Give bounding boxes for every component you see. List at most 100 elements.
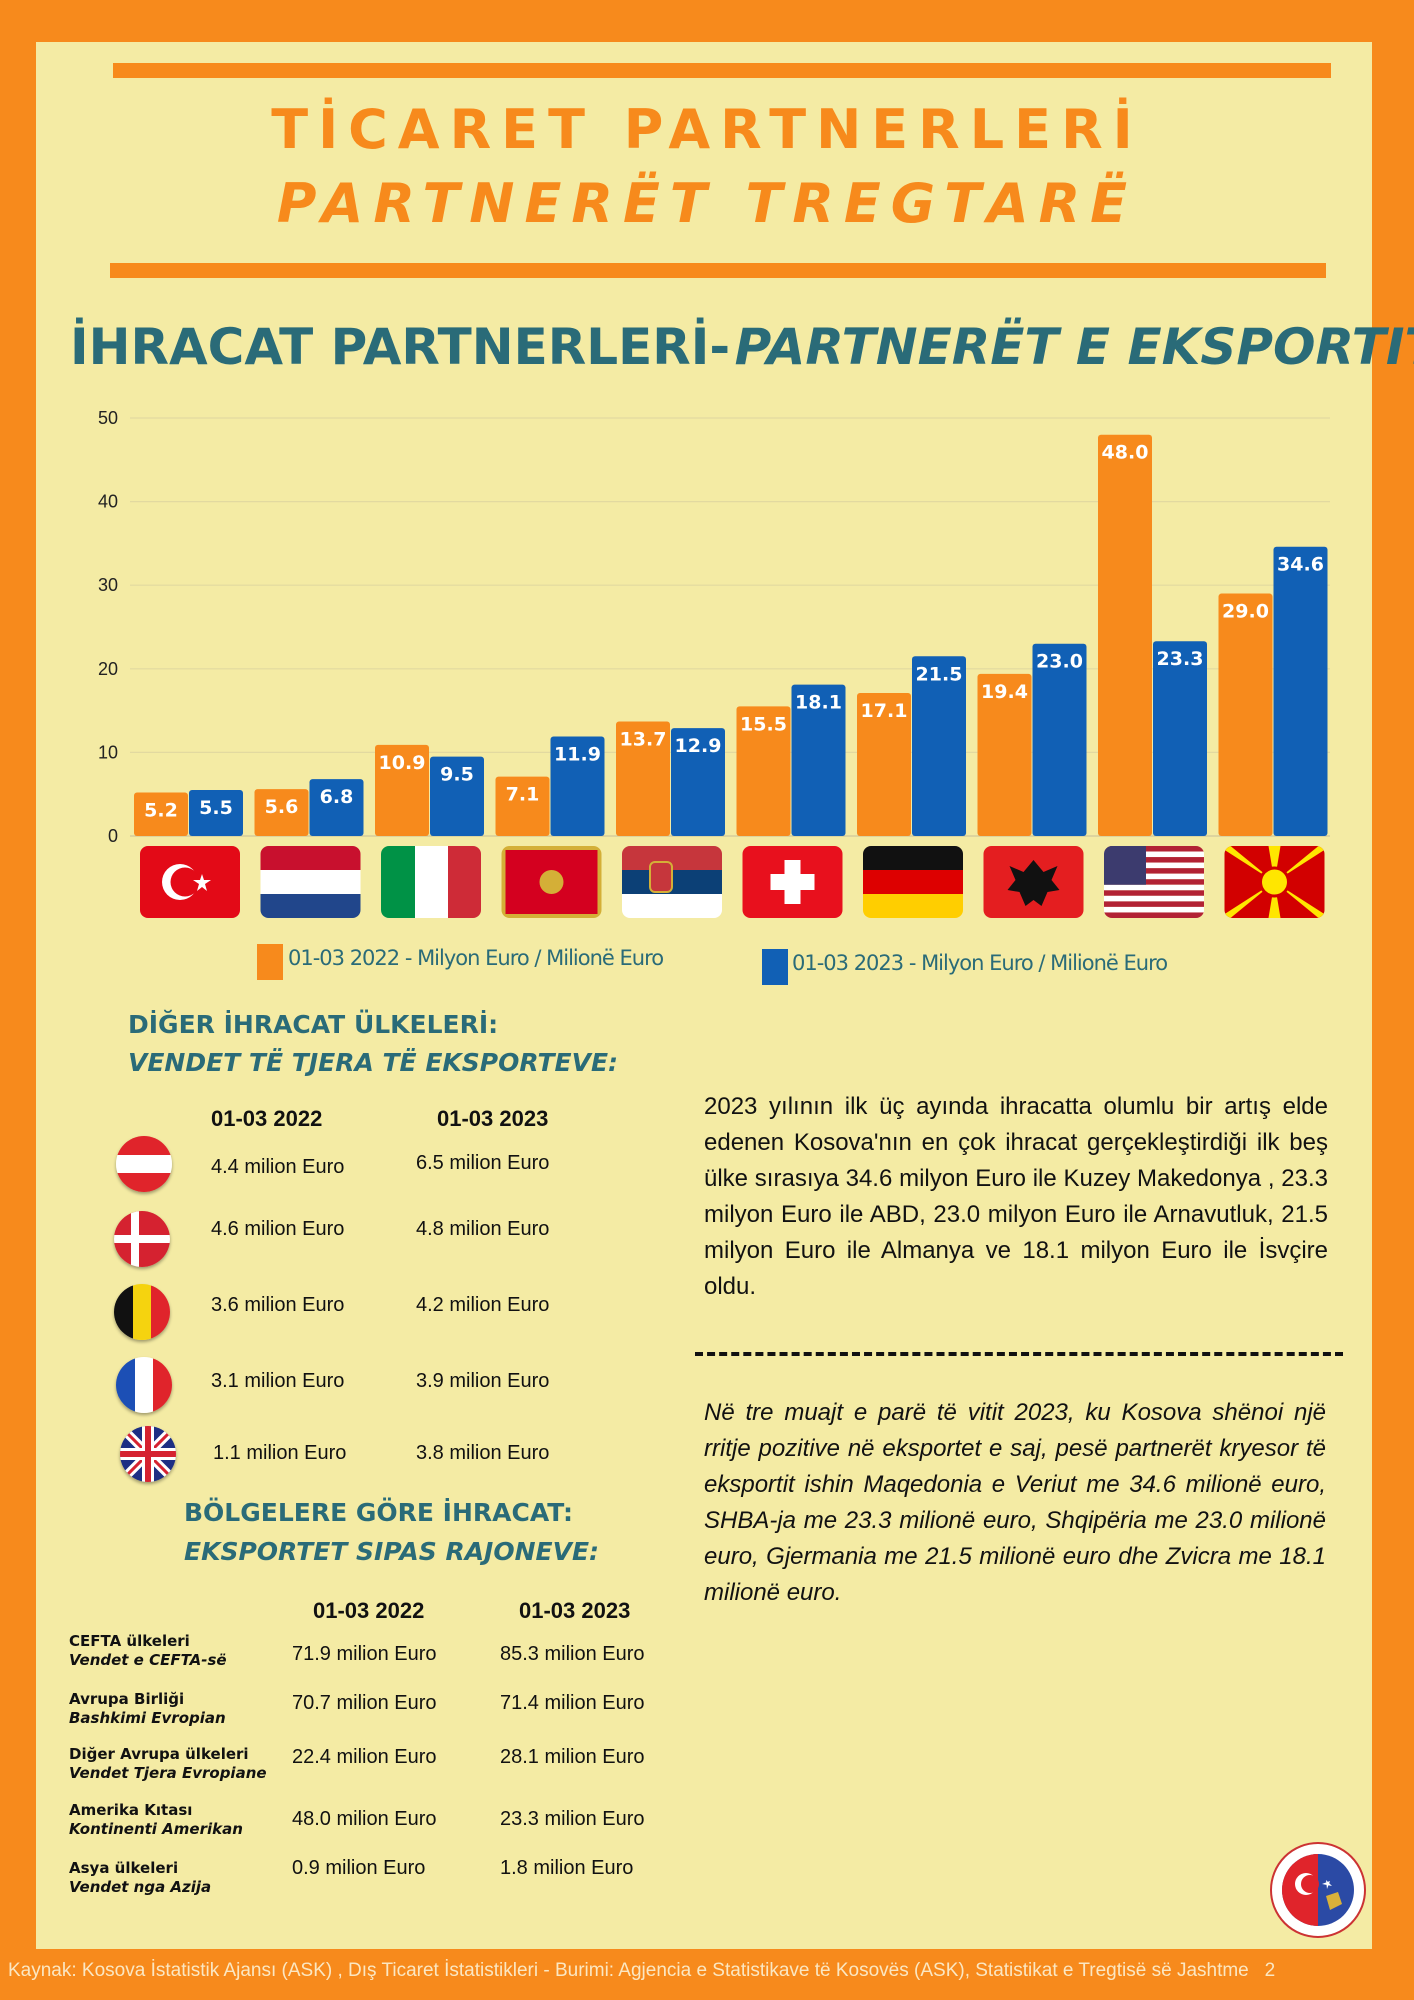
other-exports-row-value-2023: 4.8 milion Euro xyxy=(416,1218,550,1240)
summary-text-sq: Në tre muajt e parë të vitit 2023, ku Ko… xyxy=(704,1399,1326,1606)
other-exports-row-value-2022: 1.1 milion Euro xyxy=(213,1442,347,1464)
page-number: 2 xyxy=(1264,1960,1276,1981)
italy-flag-icon xyxy=(381,846,481,918)
other-exports-row-value-2022: 4.4 milion Euro xyxy=(211,1156,345,1178)
y-tick-label: 0 xyxy=(108,826,118,846)
y-tick-label: 10 xyxy=(98,742,118,762)
other-exports-col-2022: 01-03 2022 xyxy=(211,1106,323,1131)
page-panel xyxy=(36,42,1372,1949)
other-exports-row-value-2022: 3.6 milion Euro xyxy=(211,1294,345,1316)
region-value-2023: 23.3 milion Euro xyxy=(500,1808,645,1830)
footer: Kaynak: Kosova İstatistik Ajansı (ASK) ,… xyxy=(8,1960,1275,1982)
bar-value-label: 6.8 xyxy=(320,786,354,808)
bar-value-label: 5.2 xyxy=(144,800,178,822)
netherlands-flag-icon xyxy=(260,846,361,918)
switzerland-flag-icon xyxy=(742,846,843,918)
region-value-2023: 85.3 milion Euro xyxy=(500,1643,645,1665)
bar-2023 xyxy=(671,728,725,836)
bar-2022 xyxy=(134,792,188,836)
header-top-rule xyxy=(113,63,1331,78)
region-name-tr: Diğer Avrupa ülkeleri xyxy=(69,1745,249,1763)
bar-2022 xyxy=(254,789,309,836)
other-exports-col-2023: 01-03 2023 xyxy=(437,1106,549,1131)
region-value-2023: 28.1 milion Euro xyxy=(500,1746,645,1768)
bar-value-label: 9.5 xyxy=(440,764,474,786)
regions-col-2023: 01-03 2023 xyxy=(519,1598,631,1623)
page-title-sq: PARTNERËT TREGTARË xyxy=(276,172,1138,235)
bar-2022 xyxy=(857,693,911,836)
bar-value-label: 11.9 xyxy=(554,744,601,766)
other-exports-row-value-2022: 4.6 milion Euro xyxy=(211,1218,345,1240)
region-name: Amerika Kıtası Kontinenti Amerikan xyxy=(69,1801,243,1839)
denmark-flag-icon xyxy=(114,1211,170,1267)
bar-2023 xyxy=(912,656,966,836)
bar-value-label: 5.6 xyxy=(265,796,299,818)
bar-value-label: 13.7 xyxy=(620,728,667,750)
region-name-sq: Kontinenti Amerikan xyxy=(69,1820,243,1838)
bar-value-label: 34.6 xyxy=(1277,554,1324,576)
germany-flag-icon xyxy=(863,846,963,918)
summary-text-tr: 2023 yılının ilk üç ayında ihracatta olu… xyxy=(704,1093,1328,1300)
bar-value-label: 17.1 xyxy=(861,700,908,722)
bar-2022 xyxy=(1218,593,1273,836)
other-exports-row-value-2023: 6.5 milion Euro xyxy=(416,1152,550,1174)
region-name-sq: Vendet nga Azija xyxy=(69,1878,212,1896)
region-name-tr: Asya ülkeleri xyxy=(69,1859,179,1877)
other-exports-row-value-2022: 3.1 milion Euro xyxy=(211,1370,345,1392)
chamber-of-commerce-logo-icon xyxy=(1270,1842,1366,1938)
bar-2022 xyxy=(616,721,670,836)
bar-value-label: 7.1 xyxy=(506,784,540,806)
france-flag-icon xyxy=(116,1357,172,1413)
bar-2023 xyxy=(309,779,364,836)
bar-2023 xyxy=(430,756,484,836)
y-tick-label: 50 xyxy=(98,408,118,428)
legend-swatch-2023 xyxy=(762,949,788,985)
region-value-2022: 0.9 milion Euro xyxy=(292,1857,426,1879)
regions-title-tr: BÖLGELERE GÖRE İHRACAT: xyxy=(184,1498,573,1527)
page-title-tr: TİCARET PARTNERLERİ xyxy=(271,98,1143,161)
bar-2023 xyxy=(189,790,243,836)
region-name: Avrupa Birliği Bashkimi Evropian xyxy=(69,1690,226,1728)
region-name: CEFTA ülkeleri Vendet e CEFTA-së xyxy=(69,1632,227,1670)
bar-value-label: 18.1 xyxy=(795,692,842,714)
region-name-sq: Vendet Tjera Evropiane xyxy=(69,1764,267,1782)
bar-value-label: 5.5 xyxy=(199,797,233,819)
y-tick-label: 40 xyxy=(98,492,118,512)
bar-2022 xyxy=(375,744,429,836)
bar-2022 xyxy=(736,706,791,836)
regions-title-sq: EKSPORTET SIPAS RAJONEVE: xyxy=(184,1537,600,1566)
north-macedonia-flag-icon xyxy=(1224,846,1325,918)
other-exports-row-value-2023: 3.8 milion Euro xyxy=(416,1442,550,1464)
bar-2022 xyxy=(495,776,550,836)
bar-value-label: 23.3 xyxy=(1157,648,1204,670)
bar-2022 xyxy=(977,673,1032,836)
bar-2023 xyxy=(1153,641,1207,836)
chart-title: İHRACAT PARTNERLERİ- PARTNERËT E EKSPORT… xyxy=(70,318,1414,376)
region-name-tr: Avrupa Birliği xyxy=(69,1690,185,1708)
footer-source: Kaynak: Kosova İstatistik Ajansı (ASK) ,… xyxy=(8,1960,1249,1981)
other-exports-title-tr: DİĞER İHRACAT ÜLKELERİ: xyxy=(128,1010,499,1039)
region-value-2022: 22.4 milion Euro xyxy=(292,1746,437,1768)
region-name-sq: Vendet e CEFTA-së xyxy=(69,1651,227,1669)
bar-value-label: 19.4 xyxy=(981,681,1028,703)
bar-value-label: 23.0 xyxy=(1036,651,1083,673)
region-name-sq: Bashkimi Evropian xyxy=(69,1709,226,1727)
montenegro-flag-icon xyxy=(501,846,602,918)
uk-flag-icon xyxy=(120,1426,176,1482)
bar-value-label: 21.5 xyxy=(916,663,963,685)
y-tick-label: 30 xyxy=(98,575,118,595)
bar-2022 xyxy=(1098,434,1152,836)
legend-label-2023: 01-03 2023 - Milyon Euro / Milionë Euro xyxy=(792,951,1168,975)
chart-title-sq: PARTNERËT E EKSPORTIT xyxy=(734,318,1414,376)
other-exports-title-sq: VENDET TË TJERA TË EKSPORTEVE: xyxy=(128,1048,619,1077)
section-divider xyxy=(695,1352,1343,1356)
region-name-tr: Amerika Kıtası xyxy=(69,1801,193,1819)
serbia-flag-icon xyxy=(622,846,722,918)
bar-2023 xyxy=(791,684,846,836)
bar-2023 xyxy=(550,736,605,836)
bar-2023 xyxy=(1032,643,1087,836)
header-bottom-rule xyxy=(110,263,1326,278)
region-value-2023: 1.8 milion Euro xyxy=(500,1857,634,1879)
legend-swatch-2022 xyxy=(257,944,283,980)
regions-col-2022: 01-03 2022 xyxy=(313,1598,425,1623)
